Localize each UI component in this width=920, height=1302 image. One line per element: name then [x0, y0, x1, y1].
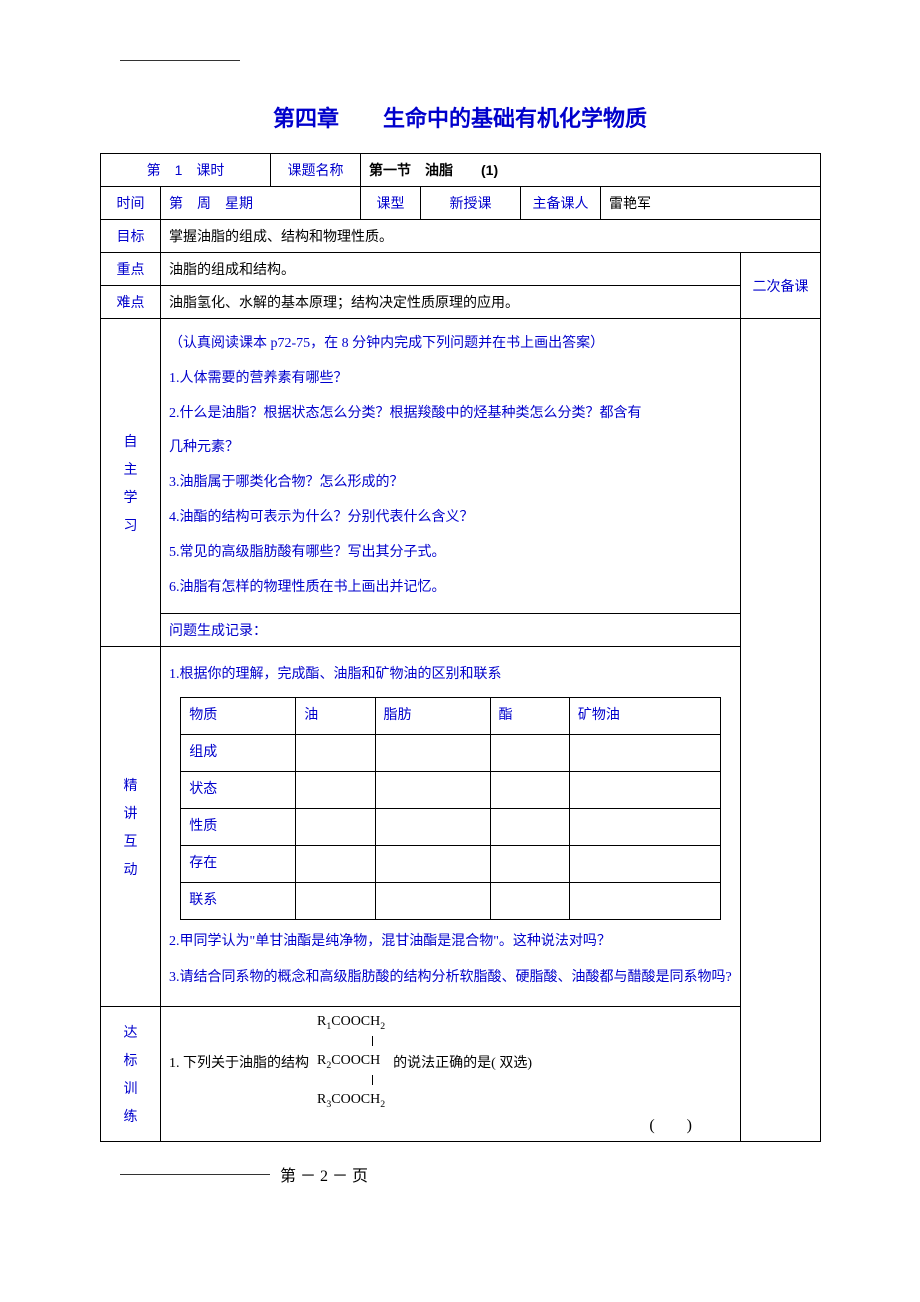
cell-topic-name: 第一节 油脂 (1) [361, 154, 821, 187]
structural-formula: R1COOCH2 R2COOCH R3COOCH2 [309, 1013, 393, 1111]
comparison-table: 物质 油 脂肪 酯 矿物油 组成 状态 性质 存在 联系 [180, 697, 720, 920]
cell-selfstudy-label: 自主学习 [101, 319, 161, 647]
row-record: 问题生成记录： [101, 614, 821, 647]
header-rule [120, 60, 240, 61]
selfstudy-intro: （认真阅读课本 p72-75，在 8 分钟内完成下列问题并在书上画出答案） [169, 329, 732, 360]
cell-type-label: 课型 [361, 187, 421, 220]
cell-second-prep-blank [741, 319, 821, 1142]
cell-type-value: 新授课 [421, 187, 521, 220]
cell-difficult-text: 油脂氢化、水解的基本原理；结构决定性质原理的应用。 [161, 286, 741, 319]
h-ester: 酯 [490, 698, 569, 735]
interact-q3: 3.请结合同系物的概念和高级脂肪酸的结构分析软脂酸、硬脂酸、油酸都与醋酸是同系物… [169, 964, 732, 992]
cell-keypoint-label: 重点 [101, 253, 161, 286]
selfstudy-q1: 1.人体需要的营养素有哪些？ [169, 364, 732, 395]
cell-time-label: 时间 [101, 187, 161, 220]
cell-author-label: 主备课人 [521, 187, 601, 220]
r-compose: 组成 [181, 735, 296, 772]
cell-period: 第 1 课时 [101, 154, 271, 187]
row-practice: 达标训练 1. 下列关于油脂的结构 R1COOCH2 R2COOCH R3COO… [101, 1007, 821, 1142]
r-property: 性质 [181, 809, 296, 846]
r-state: 状态 [181, 772, 296, 809]
cell-interact-label: 精讲互动 [101, 647, 161, 1007]
page-footer: 第 － 2 － 页 [100, 1162, 820, 1186]
practice-q1-post: 的说法正确的是( 双选) [393, 1052, 532, 1072]
selfstudy-q3: 3.油脂属于哪类化合物？怎么形成的？ [169, 468, 732, 499]
inner-row-4: 存在 [181, 846, 720, 883]
cell-practice-label: 达标训练 [101, 1007, 161, 1142]
inner-row-1: 组成 [181, 735, 720, 772]
inner-header-row: 物质 油 脂肪 酯 矿物油 [181, 698, 720, 735]
row-lesson-title: 第 1 课时 课题名称 第一节 油脂 (1) [101, 154, 821, 187]
row-keypoint: 重点 油脂的组成和结构。 二次备课 [101, 253, 821, 286]
h-oil: 油 [296, 698, 375, 735]
selfstudy-q2: 2.什么是油脂？根据状态怎么分类？根据羧酸中的烃基种类怎么分类？都含有 [169, 399, 732, 430]
chapter-title: 第四章 生命中的基础有机化学物质 [100, 101, 820, 133]
h-fat: 脂肪 [375, 698, 490, 735]
interact-q2: 2.甲同学认为"单甘油酯是纯净物，混甘油酯是混合物"。这种说法对吗？ [169, 928, 732, 956]
selfstudy-q6: 6.油脂有怎样的物理性质在书上画出并记忆。 [169, 573, 732, 604]
row-interact: 精讲互动 1.根据你的理解，完成酯、油脂和矿物油的区别和联系 物质 油 脂肪 酯… [101, 647, 821, 1007]
inner-row-2: 状态 [181, 772, 720, 809]
row-goal: 目标 掌握油脂的组成、结构和物理性质。 [101, 220, 821, 253]
selfstudy-q4: 4.油酯的结构可表示为什么？分别代表什么含义？ [169, 503, 732, 534]
row-selfstudy: 自主学习 （认真阅读课本 p72-75，在 8 分钟内完成下列问题并在书上画出答… [101, 319, 821, 614]
practice-q1-pre: 1. 下列关于油脂的结构 [169, 1052, 309, 1072]
cell-keypoint-text: 油脂的组成和结构。 [161, 253, 741, 286]
h-substance: 物质 [181, 698, 296, 735]
cell-goal-text: 掌握油脂的组成、结构和物理性质。 [161, 220, 821, 253]
lesson-plan-table: 第 1 课时 课题名称 第一节 油脂 (1) 时间 第 周 星期 课型 新授课 … [100, 153, 821, 1142]
h-mineral: 矿物油 [569, 698, 720, 735]
answer-blank: ( ) [169, 1111, 732, 1135]
inner-row-5: 联系 [181, 883, 720, 920]
interact-q1: 1.根据你的理解，完成酯、油脂和矿物油的区别和联系 [169, 661, 732, 689]
r-exist: 存在 [181, 846, 296, 883]
row-difficult: 难点 油脂氢化、水解的基本原理；结构决定性质原理的应用。 [101, 286, 821, 319]
cell-practice-content: 1. 下列关于油脂的结构 R1COOCH2 R2COOCH R3COOCH2 的… [161, 1007, 741, 1142]
r-relation: 联系 [181, 883, 296, 920]
inner-row-3: 性质 [181, 809, 720, 846]
cell-record: 问题生成记录： [161, 614, 741, 647]
selfstudy-q2b: 几种元素？ [169, 433, 732, 464]
cell-selfstudy-content: （认真阅读课本 p72-75，在 8 分钟内完成下列问题并在书上画出答案） 1.… [161, 319, 741, 614]
cell-topic-label: 课题名称 [271, 154, 361, 187]
cell-difficult-label: 难点 [101, 286, 161, 319]
cell-time-value: 第 周 星期 [161, 187, 361, 220]
row-meta: 时间 第 周 星期 课型 新授课 主备课人 雷艳军 [101, 187, 821, 220]
cell-interact-content: 1.根据你的理解，完成酯、油脂和矿物油的区别和联系 物质 油 脂肪 酯 矿物油 … [161, 647, 741, 1007]
cell-author-value: 雷艳军 [601, 187, 821, 220]
selfstudy-q5: 5.常见的高级脂肪酸有哪些？写出其分子式。 [169, 538, 732, 569]
footer-rule [120, 1174, 270, 1175]
page-number: 第 － 2 － 页 [280, 1162, 368, 1186]
cell-second-prep: 二次备课 [741, 253, 821, 319]
cell-goal-label: 目标 [101, 220, 161, 253]
